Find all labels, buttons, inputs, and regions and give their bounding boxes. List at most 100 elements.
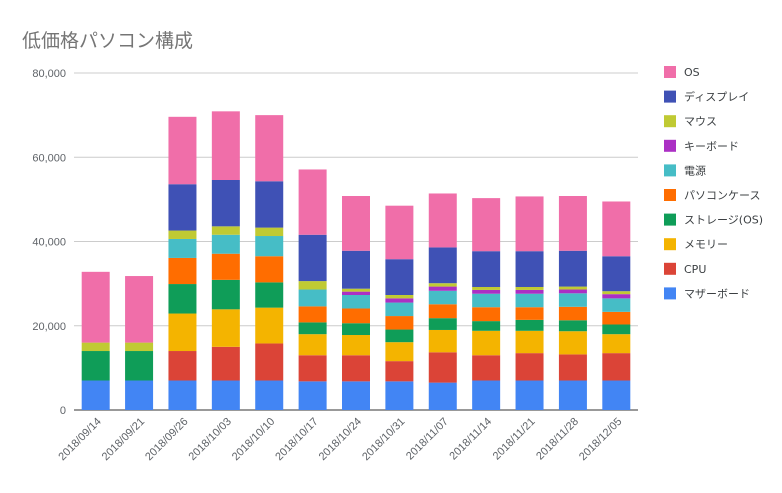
bar-segment <box>168 351 197 381</box>
bar-segment <box>515 319 544 331</box>
bar-segment <box>515 289 544 294</box>
bar-segment <box>255 380 284 410</box>
bar-segment <box>168 380 197 410</box>
bar-segment <box>211 346 240 381</box>
bar-segment <box>385 298 414 303</box>
bar-segment <box>211 179 240 227</box>
legend-label: ディスプレイ <box>684 90 749 104</box>
bar-segment <box>211 279 240 310</box>
bar-segment <box>428 382 457 410</box>
y-tick-label: 0 <box>60 405 66 417</box>
bar-segment <box>211 253 240 280</box>
legend-swatch <box>664 189 676 201</box>
bar-segment <box>558 331 587 355</box>
bar-segment <box>298 281 327 290</box>
bar-segment <box>558 250 587 287</box>
bar-segment <box>168 238 197 258</box>
bar-segment <box>168 284 197 314</box>
x-tick-label: 2018/11/28 <box>534 416 581 463</box>
bar-segment <box>428 290 457 305</box>
bar-segment <box>342 288 370 292</box>
bar-segment <box>428 352 457 383</box>
bar-segment <box>298 355 327 382</box>
legend-swatch <box>664 115 676 128</box>
x-tick-label: 2018/10/24 <box>317 416 364 463</box>
bar-segment <box>211 380 240 410</box>
bar-segment <box>211 226 240 235</box>
bar-segment <box>168 257 197 285</box>
legend-swatch <box>664 213 676 226</box>
bar-segment <box>298 306 327 323</box>
bar-segment <box>428 318 457 330</box>
bar-segment <box>428 329 457 353</box>
bar-segment <box>211 111 240 180</box>
legend-swatch <box>664 90 676 103</box>
bar-segment <box>255 256 284 283</box>
bar-segment <box>472 321 501 331</box>
bar-segment <box>472 380 501 410</box>
y-tick-label: 80,000 <box>32 68 66 80</box>
bar-segment <box>125 351 154 381</box>
bar-segment <box>515 330 544 354</box>
bar-segment <box>602 291 631 295</box>
bar-segment <box>342 335 370 356</box>
bar-segment <box>342 308 370 324</box>
legend-label: パソコンケース <box>684 189 760 202</box>
bar-segment <box>428 286 457 291</box>
bar-segment <box>472 251 501 287</box>
bar-segment <box>211 234 240 254</box>
bar-segment <box>558 306 587 321</box>
bar-segment <box>602 380 631 410</box>
bar-segment <box>298 289 327 307</box>
x-tick-label: 2018/10/31 <box>360 416 407 463</box>
bar-segment <box>81 342 110 352</box>
y-tick-label: 20,000 <box>32 321 66 333</box>
bar-segment <box>81 351 110 381</box>
bar-segment <box>385 205 414 260</box>
bar-segment <box>342 381 370 410</box>
bar-segment <box>602 324 631 335</box>
legend-swatch <box>664 66 676 78</box>
bar-segment <box>168 116 197 185</box>
bar-segment <box>472 293 501 308</box>
bar-segment <box>385 302 414 317</box>
bar-segment <box>255 282 284 308</box>
bar-segment <box>385 342 414 362</box>
x-tick-label: 2018/11/07 <box>404 416 451 463</box>
x-tick-label: 2018/09/14 <box>56 416 103 463</box>
legend-swatch <box>664 238 676 251</box>
bar-segment <box>428 283 457 287</box>
bar-segment <box>558 286 587 290</box>
legend-label: マウス <box>684 115 717 128</box>
bar-segment <box>298 322 327 335</box>
bar-segment <box>255 343 284 381</box>
bar-segment <box>472 289 501 294</box>
x-tick-label: 2018/11/21 <box>491 416 538 463</box>
bar-segment <box>602 298 631 312</box>
bar-segment <box>255 227 284 237</box>
x-tick-label: 2018/10/17 <box>273 416 320 463</box>
bar-segment <box>558 293 587 307</box>
bar-segment <box>428 193 457 248</box>
bar-segment <box>211 309 240 347</box>
bar-segment <box>125 276 154 343</box>
bar-segment <box>602 201 631 257</box>
bar-segment <box>472 198 501 252</box>
bar-segment <box>472 286 501 290</box>
bar-segment <box>558 289 587 294</box>
bar-segment <box>125 342 154 352</box>
bar-segment <box>515 307 544 320</box>
bar-segment <box>81 380 110 410</box>
y-tick-label: 40,000 <box>32 237 66 249</box>
chart-title: 低価格パソコン構成 <box>22 30 194 52</box>
bar-segment <box>125 380 154 410</box>
bar-segment <box>298 169 327 235</box>
bar-segment <box>515 293 544 308</box>
bar-segment <box>558 380 587 410</box>
legend-swatch <box>664 262 676 275</box>
bar-segment <box>558 354 587 381</box>
bar-segment <box>168 184 197 231</box>
bar-segment <box>298 381 327 410</box>
bar-segment <box>298 234 327 282</box>
